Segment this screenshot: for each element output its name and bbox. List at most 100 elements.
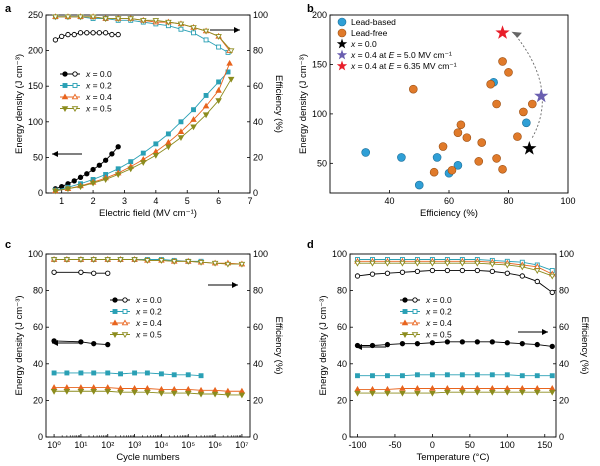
panel-c-xtick-label: 10³ — [128, 440, 141, 450]
panel-c-series-1-energy-point — [171, 372, 177, 378]
panel-c-series-2-energy-point — [224, 387, 232, 394]
panel-d-series-3-efficiency-point — [459, 260, 466, 267]
panel-d-series-1-energy-point — [474, 372, 480, 378]
panel-d-series-2-energy-point — [489, 384, 496, 391]
panel-b-ytick-label: 200 — [312, 10, 327, 20]
panel-a-xtick-label: 7 — [247, 196, 252, 206]
panel-a-series-0-energy-point — [102, 157, 109, 163]
panel-d-legend-label: x = 0.0 — [425, 295, 452, 305]
panel-c-series-3-efficiency-point — [131, 257, 138, 264]
panel-label-b: b — [307, 3, 314, 15]
panel-c-xtick-label: 10¹ — [74, 440, 87, 450]
panel-c-series-3-energy-point — [77, 389, 85, 395]
panel-d-y2tick-label: 0 — [559, 432, 564, 442]
panel-a-xtick-label: 1 — [59, 196, 64, 206]
panel-d-series-3-energy-point — [354, 390, 361, 397]
panel-b-lead-based-point — [453, 161, 463, 170]
panel-c-y2tick-label: 80 — [253, 286, 263, 296]
panel-d-xtick-label: 0 — [430, 440, 435, 450]
panel-c-legend-label: x = 0.4 — [135, 318, 162, 328]
panel-d-ytick-label: 0 — [342, 432, 347, 442]
panel-d-series-0-energy-point — [444, 339, 451, 345]
panel-c-series-0-energy-line — [54, 340, 108, 346]
panel-b-ytick-label: 150 — [312, 59, 327, 69]
panel-c-series-3-efficiency-point — [197, 259, 205, 266]
panel-a-series-0-efficiency-point — [102, 30, 109, 36]
panel-c-arrow-efficiency-head — [232, 282, 238, 288]
panel-d-series-3-energy-point — [414, 390, 421, 397]
panel-a-series-2-energy-line — [55, 63, 231, 192]
panel-d-series-3-efficiency-point — [474, 260, 481, 267]
panel-d-series-1-energy-point — [399, 373, 405, 379]
panel-c-frame — [45, 253, 251, 438]
panel-c-ytick-label: 60 — [33, 322, 43, 332]
panel-c-series-1-energy-point — [51, 370, 57, 376]
panel-c-series-3-energy-point — [197, 391, 205, 398]
panel-c-series-3-energy-point — [184, 390, 192, 397]
panel-d-series-3-energy-point — [474, 389, 481, 396]
panel-a-series-3-energy-point — [177, 135, 185, 141]
panel-d-series-0-efficiency-point — [534, 278, 540, 285]
panel-c-legend-marker — [111, 319, 119, 326]
panel-d-series-3-efficiency-point — [384, 260, 391, 267]
panel-a-series-3-efficiency-point — [152, 18, 160, 24]
panel-c-legend-marker — [121, 332, 129, 339]
panel-b-star-2 — [495, 25, 510, 39]
panel-d-legend-marker — [411, 332, 419, 339]
panel-d-series-3-energy-point — [489, 389, 496, 396]
panel-c-y2label: Efficiency (%) — [273, 317, 284, 375]
panel-a-legend-marker — [62, 71, 68, 77]
panel-a-series-3-efficiency-point — [177, 21, 185, 28]
panel-c-series-2-energy-point — [77, 384, 85, 390]
panel-c-y2tick-label: 60 — [253, 322, 263, 332]
panel-a-series-3-efficiency-point — [77, 14, 84, 21]
panel-b-lead-free-point — [447, 165, 457, 175]
panel-a-series-1-energy-point — [140, 150, 146, 156]
panel-a-arrow-energy-head — [52, 151, 58, 157]
panel-b-lead-free-point — [492, 154, 501, 163]
panel-c-series-2-energy-point — [211, 386, 219, 393]
panel-a-ytick-label: 0 — [38, 188, 43, 198]
panel-b-lead-free-point — [462, 133, 472, 142]
panel-c-xlabel: Cycle numbers — [116, 452, 180, 463]
panel-a-series-0-efficiency-point — [115, 31, 121, 38]
panel-d-series-3-energy-point — [429, 390, 436, 397]
panel-c-series-0-efficiency-point — [91, 270, 97, 276]
panel-a-series-2-energy-point — [190, 116, 197, 122]
panel-c-series-3-efficiency-point — [90, 257, 97, 264]
panel-c-series-2-energy-point — [117, 384, 124, 391]
panel-b-legend-label: Lead-based — [351, 17, 396, 27]
panel-d-series-1-energy-point — [370, 373, 375, 379]
panel-c-series-3-efficiency-point — [63, 257, 71, 264]
panel-a-legend-label: x = 0.0 — [85, 69, 112, 79]
panel-b-lead-free-point — [498, 164, 507, 174]
panel-c-series-3-efficiency-point — [50, 257, 58, 264]
panel-a-xtick-label: 2 — [91, 196, 96, 206]
panel-a-series-0-energy-point — [115, 144, 121, 150]
panel-d-series-0-efficiency-point — [399, 269, 406, 275]
panel-d-series-1-energy-point — [459, 372, 465, 378]
panel-c-ytick-label: 0 — [38, 432, 43, 442]
panel-c-series-3-efficiency-point — [170, 259, 178, 265]
panel-a-series-1-energy-point — [203, 93, 209, 98]
panel-b-lead-based-point — [414, 180, 424, 190]
panel-c-series-3-energy-point — [131, 389, 138, 396]
panel-a-series-2-energy-point — [177, 128, 185, 135]
panel-a-legend-label: x = 0.2 — [85, 81, 112, 91]
panel-b-star-0 — [522, 141, 537, 155]
panel-d-legend-marker — [402, 297, 408, 303]
panel-c-y2tick-label: 40 — [253, 359, 263, 369]
panel-a-series-3-energy-point — [227, 76, 235, 83]
panel-b-lead-free-point — [438, 142, 448, 151]
panel-c-series-2-energy-point — [90, 384, 97, 390]
panel-a-series-3-energy-point — [114, 172, 122, 178]
panel-a-xtick-label: 6 — [216, 196, 221, 206]
panel-a-series-0-energy-point — [90, 166, 96, 173]
panel-d-series-3-energy-line — [357, 391, 553, 394]
panel-c-y2tick-label: 20 — [253, 395, 263, 405]
panel-c-series-1-energy-point — [78, 370, 84, 376]
panel-c-legend-label: x = 0.5 — [135, 330, 162, 340]
panel-b-legend-marker — [336, 60, 348, 71]
panel-a-y2tick-label: 20 — [253, 152, 263, 162]
panel-d-legend-label: x = 0.5 — [425, 330, 452, 340]
